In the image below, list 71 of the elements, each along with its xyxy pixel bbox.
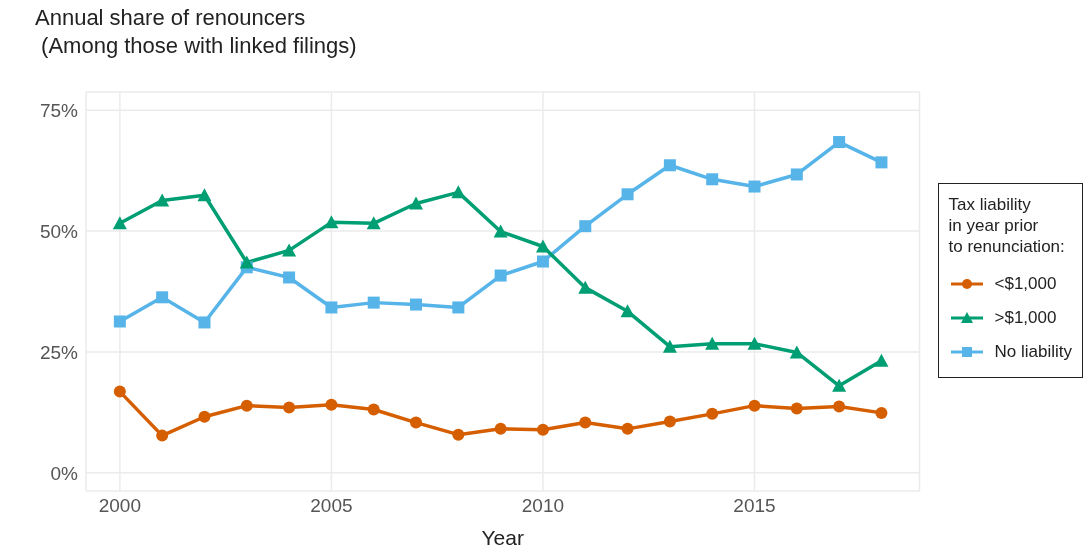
point [706, 173, 719, 186]
legend-label: <$1,000 [994, 274, 1057, 294]
point [579, 220, 592, 233]
chart-title: Annual share of renouncers [35, 4, 307, 32]
point [239, 255, 254, 269]
point [579, 416, 592, 429]
point [198, 316, 211, 329]
point [283, 401, 296, 414]
point [536, 255, 549, 268]
point [494, 422, 507, 435]
x-tick-label: 2005 [310, 495, 353, 517]
point [410, 298, 423, 311]
chart-subtitle: (Among those with linked filings) [40, 32, 357, 60]
point [324, 215, 339, 229]
point [875, 406, 888, 419]
point [662, 339, 677, 353]
y-tick-label: 75% [39, 99, 79, 121]
point [282, 243, 297, 257]
point [748, 399, 761, 412]
point [366, 216, 381, 230]
point [112, 216, 127, 230]
point [240, 399, 253, 412]
x-tick-label: 2000 [98, 495, 141, 517]
point [663, 159, 676, 172]
x-tick-label: 2015 [733, 495, 776, 517]
point [790, 402, 803, 415]
point [748, 180, 761, 193]
point [833, 136, 846, 149]
point [832, 378, 847, 392]
point [452, 428, 465, 441]
point [705, 336, 720, 350]
y-tick-label: 25% [39, 341, 79, 363]
point [451, 185, 466, 199]
point [367, 403, 380, 416]
x-tick-label: 2010 [521, 495, 565, 517]
point [409, 196, 424, 210]
point [197, 188, 212, 202]
point [706, 407, 719, 420]
point [578, 280, 593, 294]
point [789, 345, 804, 359]
point [790, 168, 803, 181]
y-tick-label: 0% [50, 462, 79, 484]
legend-label: No liability [994, 342, 1072, 362]
x-axis-title: Year [481, 526, 524, 549]
point [493, 224, 508, 238]
point [621, 422, 634, 435]
point [621, 188, 634, 201]
y-tick-label: 50% [39, 220, 79, 242]
point [113, 315, 126, 328]
point [452, 301, 465, 314]
point [325, 301, 338, 314]
point [198, 410, 211, 423]
point [536, 423, 549, 436]
point [663, 415, 676, 428]
point [283, 271, 296, 284]
point [367, 296, 380, 309]
legend-title: Tax liability in year prior to renunciation: [948, 194, 1066, 257]
point [325, 398, 338, 411]
point [747, 336, 762, 350]
point [874, 353, 889, 367]
point [410, 416, 423, 429]
point [833, 400, 846, 413]
point [113, 385, 126, 398]
point [620, 304, 635, 318]
point [494, 269, 507, 282]
point [155, 193, 170, 207]
point [156, 291, 169, 304]
point [535, 239, 550, 253]
point [875, 156, 888, 169]
legend-label: >$1,000 [994, 308, 1057, 328]
point [156, 429, 169, 442]
